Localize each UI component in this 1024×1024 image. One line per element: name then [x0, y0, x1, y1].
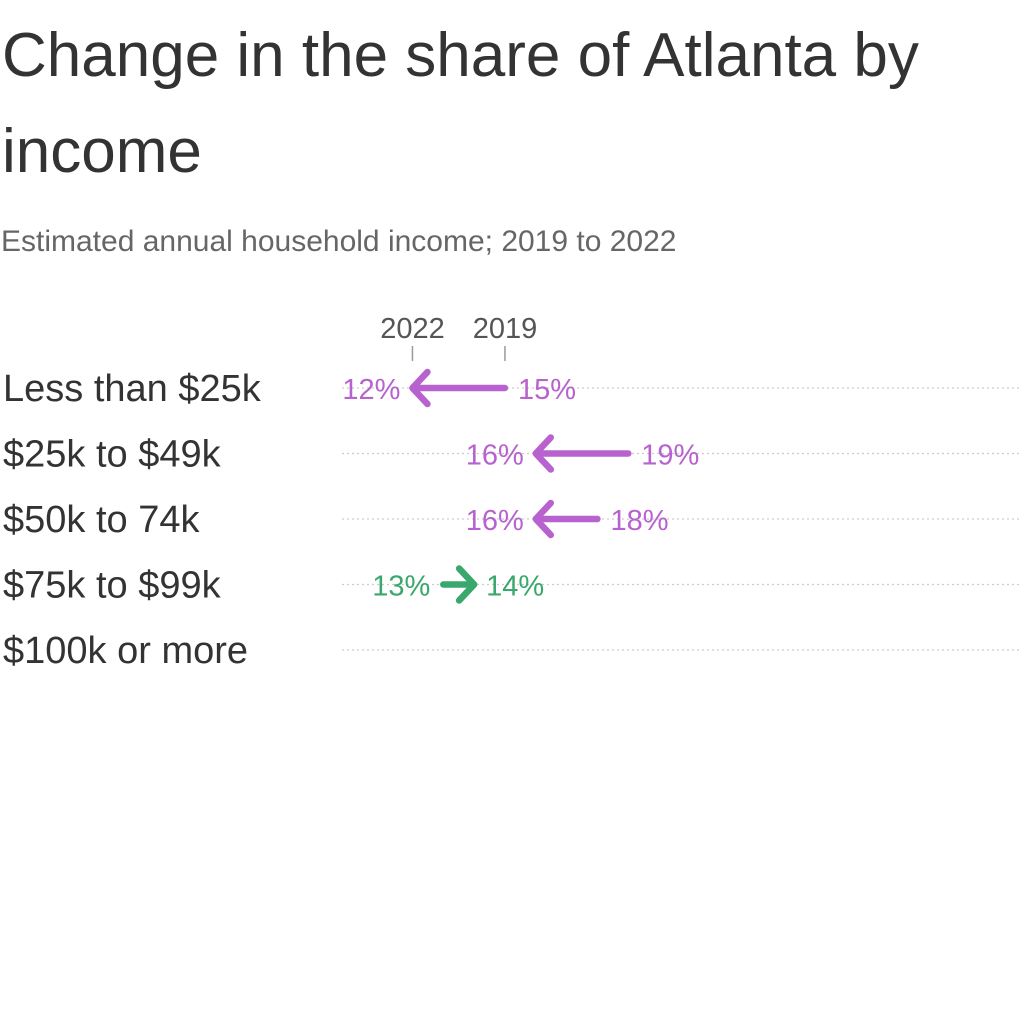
decrease-arrow-head	[532, 434, 555, 473]
chart-subtitle: Estimated annual household income; 2019 …	[1, 225, 677, 258]
value-label-2019: 18%	[610, 505, 668, 537]
value-label-2022: 16%	[466, 440, 524, 472]
legend-label-2019: 2019	[473, 313, 538, 345]
category-label: Less than $25k	[3, 368, 262, 410]
category-label: $50k to 74k	[3, 499, 200, 541]
legend-label-2022: 2022	[380, 313, 445, 345]
category-label: $25k to $49k	[3, 434, 222, 476]
value-label-2019: 19%	[641, 440, 699, 472]
value-label-2019: 15%	[518, 374, 576, 406]
chart-title: Change in the share of Atlanta by income	[2, 21, 919, 186]
decrease-arrow-head	[532, 499, 555, 539]
value-label-2022: 14%	[486, 571, 544, 603]
value-label-2022: 16%	[466, 505, 524, 537]
category-label: $75k to $99k	[3, 565, 222, 607]
arrow-chart: 2022 2019 Less than $25k 15% 12% $25k to $49k…	[3, 313, 1022, 672]
category-label: $100k or more	[3, 630, 248, 672]
decrease-arrow-head	[409, 368, 431, 408]
increase-arrow-head	[455, 565, 478, 604]
value-label-2019: 13%	[372, 571, 430, 603]
value-label-2022: 12%	[342, 374, 400, 406]
